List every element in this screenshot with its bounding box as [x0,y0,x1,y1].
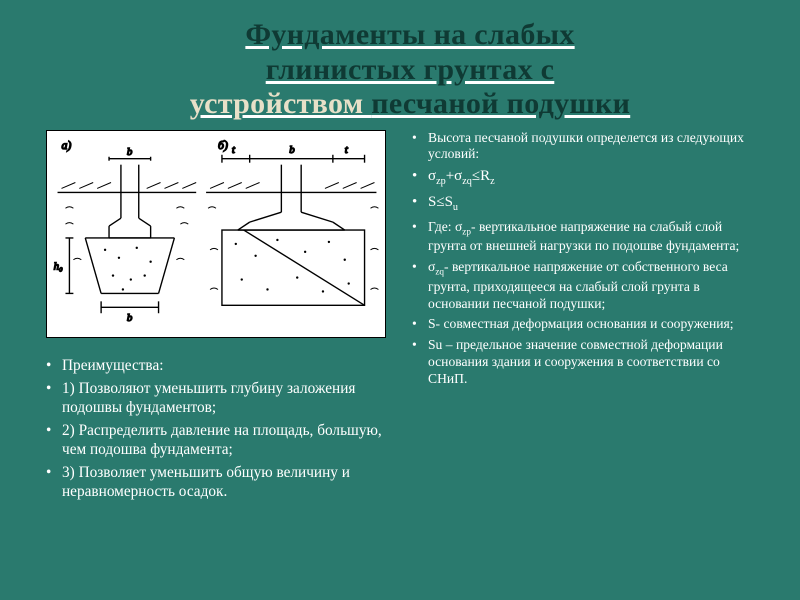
formula-1: σzp+σzq≤Rz [412,167,762,189]
advantages-heading: Преимущества: [46,356,392,375]
technical-diagram: а) [46,130,386,338]
svg-text:b: b [127,145,133,157]
svg-text:b: b [127,312,133,324]
svg-text:b: b [289,143,295,155]
svg-text:а): а) [62,137,72,151]
svg-text:h₀: h₀ [54,260,63,272]
svg-text:б): б) [218,137,228,151]
title-line1: Фундаменты на слабых [245,18,574,51]
svg-text:t: t [345,143,349,155]
advantage-3: 3) Позволяет уменьшить общую величину и … [46,463,392,501]
conditions-list: Высота песчаной подушки определется из с… [412,130,774,389]
formula-2: S≤Su [412,193,762,215]
right-column: Высота песчаной подушки определется из с… [412,62,774,393]
foundation-diagram-svg: а) [47,131,385,337]
left-column: а) [46,62,392,506]
conditions-intro: Высота песчаной подушки определется из с… [412,130,762,164]
def-sigma-zp: Где: σzp- вертикальное напряжение на сла… [412,219,762,255]
def-s: S- совместная деформация основания и соо… [412,316,762,333]
advantages-list: Преимущества: 1) Позволяют уменьшить глу… [46,356,392,502]
def-sigma-zq: σzq- вертикальное напряжение от собствен… [412,259,762,312]
svg-text:t: t [232,143,236,155]
advantage-1: 1) Позволяют уменьшить глубину заложения… [46,379,392,417]
def-su: Su – предельное значение совместной дефо… [412,337,762,388]
advantage-2: 2) Распределить давление на площадь, бол… [46,421,392,459]
